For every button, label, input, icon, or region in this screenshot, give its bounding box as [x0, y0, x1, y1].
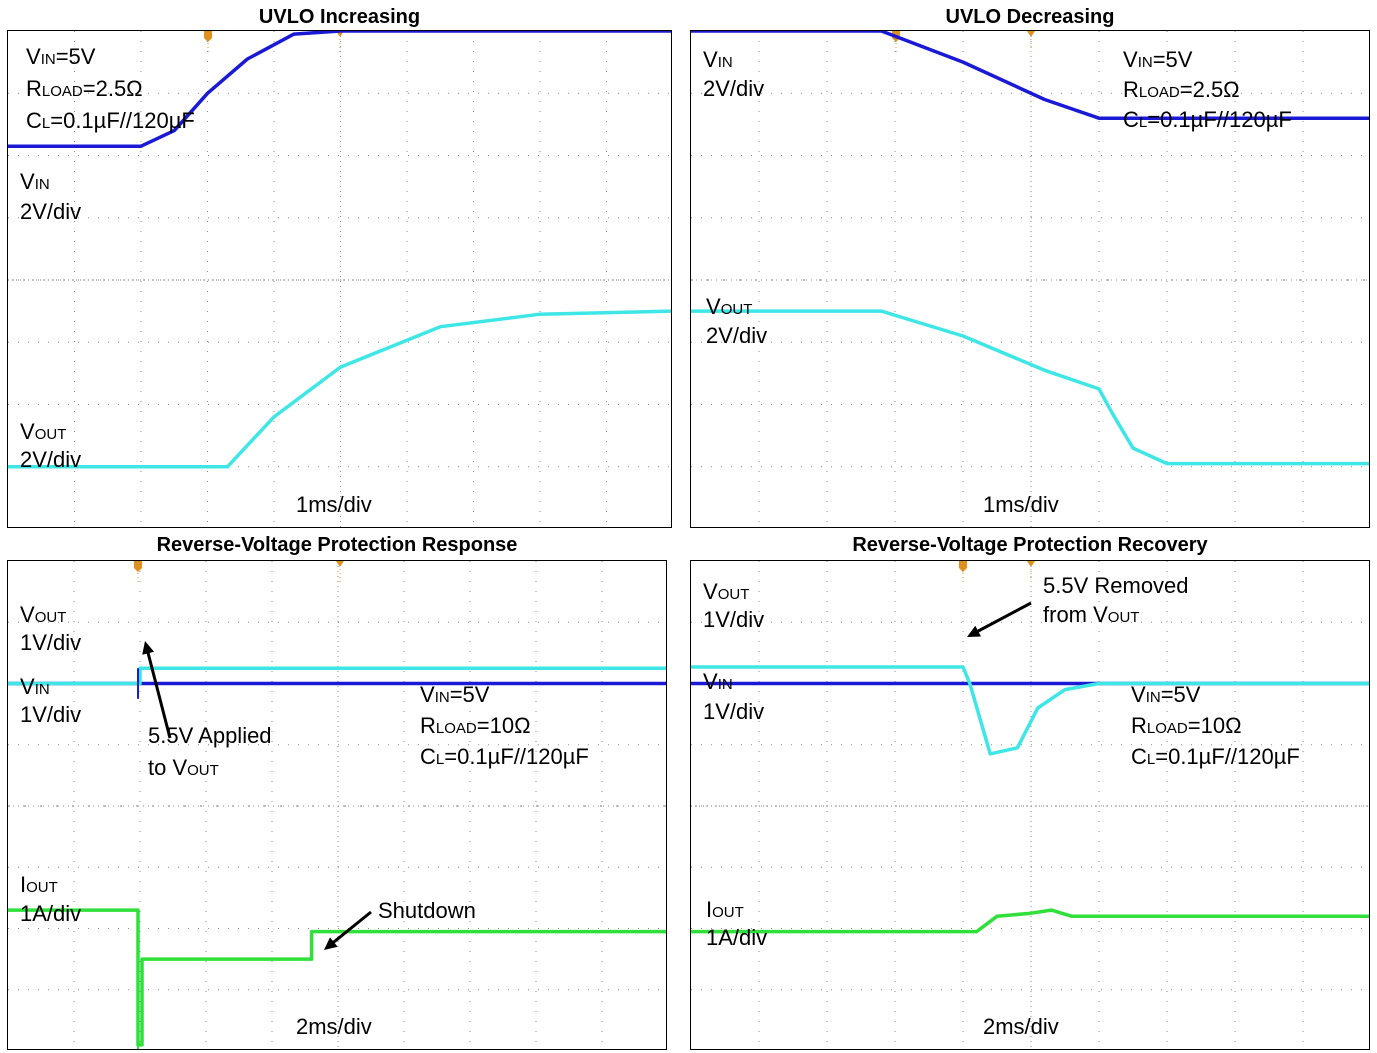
scope-panel-uvlo-decreasing: VIN 2V/div VIN=5V RLOAD=2.5Ω CL=0.1µF//1…: [690, 30, 1370, 528]
panel-title: UVLO Increasing: [258, 6, 421, 28]
condition-vin: VIN=5V: [1131, 682, 1201, 707]
annotation-arrowhead: [967, 625, 981, 637]
channel-scale-iout: 1A/div: [706, 925, 768, 950]
time-reference-marker: [1027, 561, 1035, 567]
trace-vout: [691, 309, 1369, 466]
graticule: [691, 561, 1369, 1049]
channel-label-vin: VIN: [20, 674, 50, 699]
trace-vout: [8, 666, 666, 686]
annotation-removed-line1: 5.5V Removed: [1043, 573, 1189, 598]
scope-panel-rvp-recovery: VOUT 1V/div 5.5V Removed from VOUT VIN 1…: [690, 560, 1370, 1050]
channel-scale-vout: 2V/div: [20, 447, 82, 472]
time-reference-marker: [1027, 31, 1035, 37]
timebase-label: 2ms/div: [296, 1014, 372, 1039]
trigger-position-marker: [134, 561, 142, 572]
time-reference-marker: [336, 561, 344, 567]
condition-rload: RLOAD=10Ω: [420, 713, 531, 738]
condition-vin: VIN=5V: [1123, 47, 1193, 72]
annotation-removed-line2: from VOUT: [1043, 602, 1140, 627]
trigger-position-marker: [204, 31, 212, 42]
trace-iout: [8, 908, 666, 1047]
channel-label-vin: VIN: [703, 669, 733, 694]
channel-label-iout: IOUT: [20, 872, 58, 897]
condition-cl: CL=0.1µF//120µF: [26, 108, 195, 133]
channel-scale-iout: 1A/div: [20, 901, 82, 926]
annotation-arrowhead: [324, 937, 338, 950]
channel-label-vout: VOUT: [20, 419, 67, 444]
channel-scale-vin: 1V/div: [703, 699, 765, 724]
condition-vin: VIN=5V: [26, 44, 96, 69]
trace-vin: [8, 31, 671, 148]
channel-scale-vout: 2V/div: [706, 323, 768, 348]
condition-cl: CL=0.1µF//120µF: [420, 744, 589, 769]
channel-label-vout: VOUT: [20, 602, 67, 627]
graticule: [8, 561, 666, 1049]
condition-rload: RLOAD=2.5Ω: [26, 76, 143, 101]
channel-scale-vout: 1V/div: [703, 607, 765, 632]
channel-scale-vin: 2V/div: [703, 76, 765, 101]
scope-plot: [691, 31, 1369, 527]
trace-vin: [691, 31, 1369, 120]
trace-vout: [8, 309, 671, 469]
condition-cl: CL=0.1µF//120µF: [1123, 107, 1292, 132]
scope-plot: [691, 561, 1369, 1049]
trace-iout: [691, 908, 1369, 934]
channel-label-vin: VIN: [20, 169, 50, 194]
channel-label-vout: VOUT: [703, 579, 750, 604]
channel-scale-vin: 2V/div: [20, 199, 82, 224]
annotation-arrow: [973, 601, 1032, 635]
timebase-label: 2ms/div: [983, 1014, 1059, 1039]
scope-panel-rvp-response: VOUT 1V/div VIN 1V/div VIN=5V RLOAD=10Ω …: [7, 560, 667, 1050]
panel-title: Reverse-Voltage Protection Response: [156, 534, 518, 556]
panel-title: Reverse-Voltage Protection Recovery: [852, 534, 1208, 556]
condition-vin: VIN=5V: [420, 682, 490, 707]
timebase-label: 1ms/div: [983, 492, 1059, 517]
scope-plot: [8, 31, 671, 527]
annotation-arrow: [145, 648, 172, 739]
annotation-arrowhead: [142, 641, 155, 655]
condition-cl: CL=0.1µF//120µF: [1131, 744, 1300, 769]
annotation-applied-line2: to VOUT: [148, 755, 219, 780]
channel-label-vout: VOUT: [706, 294, 753, 319]
trigger-position-marker: [959, 561, 967, 572]
annotation-arrow: [329, 910, 372, 947]
timebase-label: 1ms/div: [296, 492, 372, 517]
annotation-shutdown: Shutdown: [378, 898, 476, 923]
channel-label-iout: IOUT: [706, 897, 744, 922]
condition-rload: RLOAD=2.5Ω: [1123, 77, 1240, 102]
trace-vout: [691, 665, 1369, 756]
scope-panel-uvlo-increasing: VIN=5V RLOAD=2.5Ω CL=0.1µF//120µF VIN 2V…: [7, 30, 672, 528]
annotation-applied-line1: 5.5V Applied: [148, 723, 272, 748]
scope-plot: [8, 561, 666, 1049]
channel-scale-vin: 1V/div: [20, 702, 82, 727]
panel-title: UVLO Decreasing: [945, 6, 1115, 28]
condition-rload: RLOAD=10Ω: [1131, 713, 1242, 738]
channel-scale-vout: 1V/div: [20, 630, 82, 655]
channel-label-vin: VIN: [703, 47, 733, 72]
